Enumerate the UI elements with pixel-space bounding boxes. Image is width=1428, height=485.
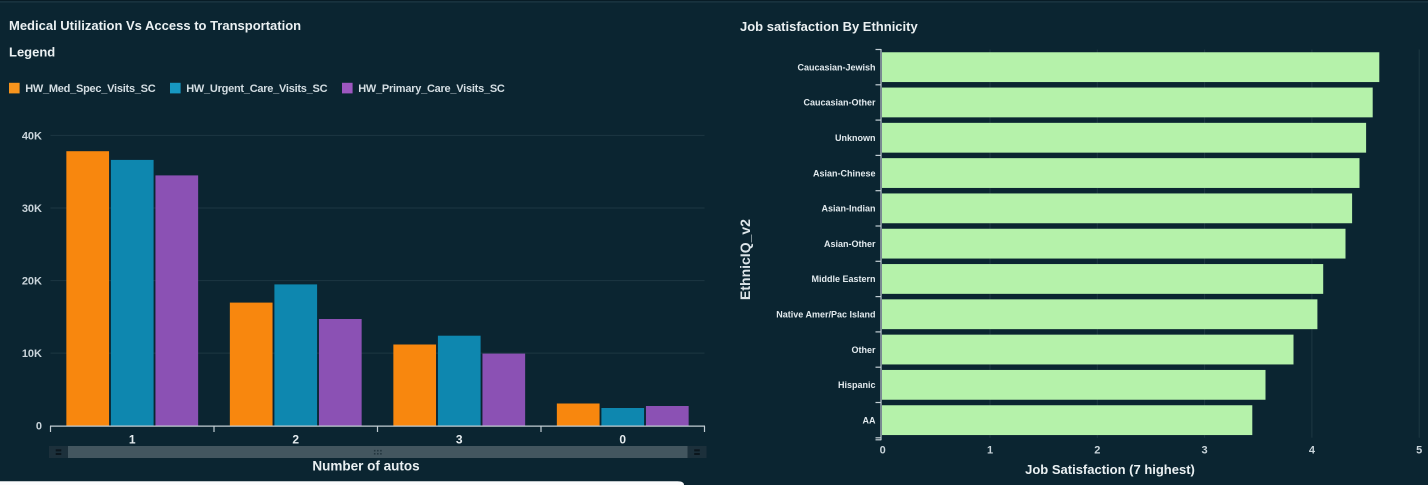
svg-text:Medical Utilization Vs Access: Medical Utilization Vs Access to Transpo… [9,18,301,33]
svg-text:30K: 30K [22,203,42,215]
svg-text:Other: Other [851,345,876,355]
svg-text:HW_Primary_Care_Visits_SC: HW_Primary_Care_Visits_SC [358,83,505,95]
svg-text:EthnicIQ_v2: EthnicIQ_v2 [737,219,753,300]
svg-text:Legend: Legend [9,45,55,60]
svg-text:Caucasian-Jewish: Caucasian-Jewish [797,62,875,72]
svg-text:Job Satisfaction (7 highest): Job Satisfaction (7 highest) [1025,462,1195,477]
svg-text:Unknown: Unknown [835,133,876,143]
svg-text:AA: AA [863,415,876,425]
svg-text:Asian-Other: Asian-Other [824,239,876,249]
svg-text:20K: 20K [22,276,42,288]
svg-text:10K: 10K [22,348,42,360]
svg-text:3: 3 [456,433,463,447]
svg-text:Hispanic: Hispanic [838,380,876,390]
svg-text:Middle Eastern: Middle Eastern [811,274,875,284]
svg-text:Caucasian-Other: Caucasian-Other [803,98,876,108]
svg-text:1: 1 [987,445,993,457]
svg-text:0: 0 [880,445,886,457]
svg-text:HW_Urgent_Care_Visits_SC: HW_Urgent_Care_Visits_SC [186,83,327,95]
svg-text:Asian-Indian: Asian-Indian [821,204,875,214]
svg-text:Native Amer/Pac Island: Native Amer/Pac Island [776,309,875,319]
svg-text:HW_Med_Spec_Visits_SC: HW_Med_Spec_Visits_SC [25,83,156,95]
svg-text:4: 4 [1309,445,1316,457]
svg-text:2: 2 [292,433,299,447]
svg-text:3: 3 [1202,445,1208,457]
svg-text:Asian-Chinese: Asian-Chinese [813,168,876,178]
svg-text:Job satisfaction By Ethnicity: Job satisfaction By Ethnicity [740,19,918,34]
svg-text:2: 2 [1094,445,1100,457]
svg-text:40K: 40K [22,130,42,142]
svg-text:5: 5 [1416,445,1422,457]
svg-text:0: 0 [36,421,42,433]
svg-text:Number of autos: Number of autos [312,459,419,474]
svg-text:1: 1 [129,433,136,447]
svg-text:0: 0 [619,433,626,447]
